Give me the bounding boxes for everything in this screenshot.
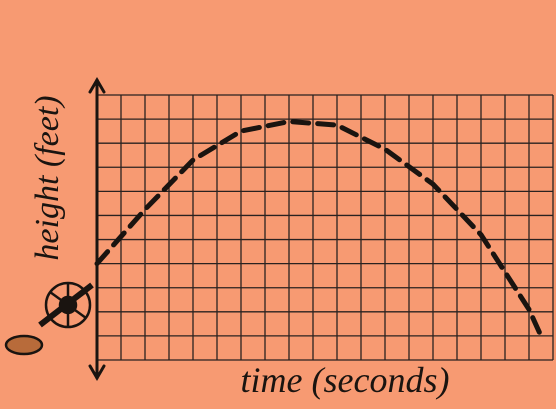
chart: height (feet) time (seconds) xyxy=(0,0,556,409)
y-axis-label: height (feet) xyxy=(29,95,66,260)
x-axis-label: time (seconds) xyxy=(241,360,450,400)
paper xyxy=(0,0,556,409)
